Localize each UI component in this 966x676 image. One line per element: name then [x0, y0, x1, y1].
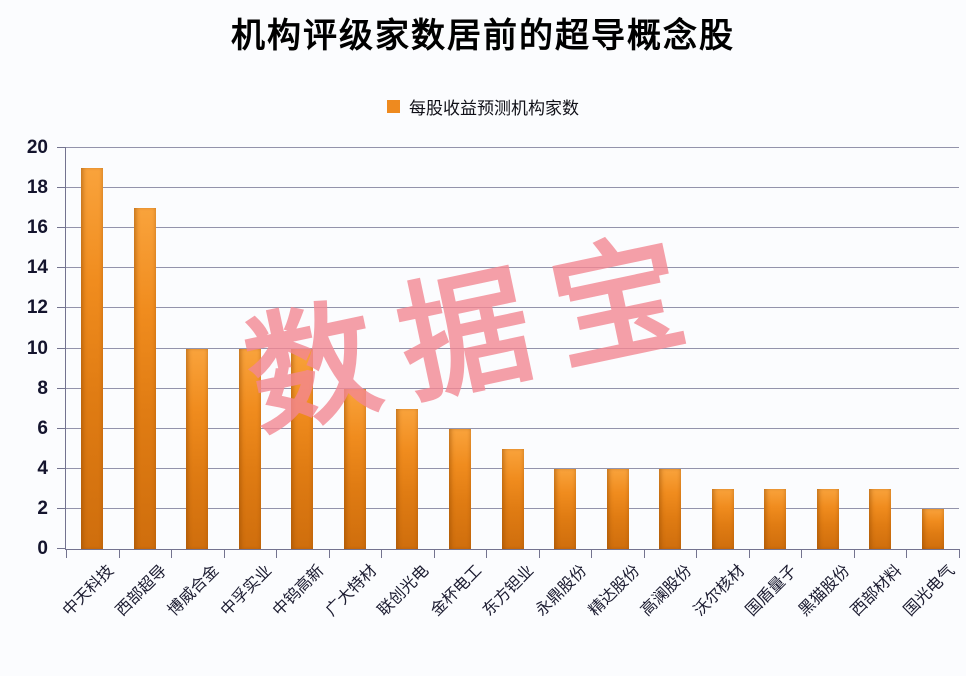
x-tick — [591, 549, 593, 558]
x-tick — [853, 549, 855, 558]
bar — [606, 468, 629, 549]
x-axis-label: 中天科技 — [60, 562, 118, 620]
bar — [501, 448, 524, 549]
bar — [764, 488, 787, 549]
bar — [396, 408, 419, 549]
x-axis-label: 东方钽业 — [480, 562, 538, 620]
bar — [448, 428, 471, 549]
x-axis-label: 西部材料 — [848, 562, 906, 620]
bar — [186, 348, 209, 549]
x-tick — [328, 549, 330, 558]
x-axis-label: 博威合金 — [165, 562, 223, 620]
x-axis-label: 中钨高新 — [270, 562, 328, 620]
x-tick — [433, 549, 435, 558]
bar — [921, 508, 944, 549]
y-tick-label: 20 — [26, 137, 48, 158]
y-tick — [57, 347, 66, 349]
y-tick-label: 16 — [26, 217, 48, 239]
x-tick — [118, 549, 120, 558]
bar — [554, 468, 577, 549]
x-axis-label: 国光电气 — [900, 562, 958, 620]
x-tick — [643, 549, 645, 558]
y-tick-label: 0 — [37, 538, 48, 559]
x-tick — [748, 549, 750, 558]
y-tick — [57, 227, 66, 229]
bar — [238, 348, 261, 549]
y-tick-label: 12 — [26, 297, 48, 319]
x-tick — [801, 549, 803, 558]
x-tick — [696, 549, 698, 558]
x-tick — [276, 549, 278, 558]
gridline — [66, 267, 959, 269]
y-tick-label: 4 — [37, 457, 48, 479]
gridline — [66, 187, 959, 189]
bar — [659, 468, 682, 549]
y-tick-label: 2 — [37, 497, 48, 519]
x-axis-labels: 中天科技 西部超导 博威合金 中孚实业 中钨高新 广大特材 联创光电 金杯电工 东方钽业 永鼎股份… — [60, 556, 958, 676]
x-axis-label: 永鼎股份 — [532, 562, 591, 620]
y-tick — [57, 467, 66, 469]
x-tick — [538, 549, 540, 558]
x-tick — [959, 549, 960, 558]
x-axis-label: 高澜股份 — [638, 562, 696, 620]
bar — [869, 488, 892, 549]
plot-area — [57, 147, 960, 558]
x-axis-label: 中孚实业 — [217, 562, 276, 620]
x-axis-label: 国盾量子 — [743, 562, 801, 620]
gridline — [66, 427, 959, 429]
gridline — [66, 227, 959, 229]
gridline — [66, 147, 959, 148]
x-axis-label: 黑猫股份 — [795, 562, 853, 620]
x-tick — [381, 549, 383, 558]
y-tick — [57, 387, 66, 389]
x-axis-label: 西部超导 — [112, 562, 171, 620]
bar — [81, 168, 104, 549]
bar — [816, 488, 839, 549]
legend: 每股收益预测机构家数 — [0, 94, 966, 119]
gridline — [66, 387, 959, 389]
x-tick — [66, 549, 67, 558]
y-tick — [57, 548, 66, 549]
gridline — [66, 307, 959, 309]
y-tick-label: 8 — [37, 377, 48, 399]
x-axis-label: 精达股份 — [585, 562, 643, 620]
bar — [343, 388, 366, 549]
y-tick — [57, 187, 66, 189]
x-tick — [906, 549, 908, 558]
y-tick — [57, 147, 66, 148]
bar — [711, 488, 734, 549]
y-tick — [57, 267, 66, 269]
y-tick — [57, 427, 66, 429]
legend-label: 每股收益预测机构家数 — [409, 99, 579, 118]
x-tick — [171, 549, 173, 558]
y-tick-label: 10 — [26, 337, 48, 359]
y-axis-labels: 0 2 4 6 8 10 12 14 16 18 20 — [0, 137, 56, 559]
legend-marker-icon — [387, 100, 400, 113]
bar — [291, 348, 314, 549]
x-axis-label: 金杯电工 — [427, 562, 486, 620]
y-tick — [57, 507, 66, 509]
y-tick-label: 6 — [37, 417, 48, 439]
x-tick — [223, 549, 225, 558]
x-axis-label: 联创光电 — [375, 562, 433, 620]
x-axis-label: 广大特材 — [322, 562, 381, 620]
x-axis-label: 沃尔核材 — [690, 562, 748, 620]
gridline — [66, 347, 959, 349]
chart-title: 机构评级家数居前的超导概念股 — [231, 17, 735, 55]
y-tick-label: 14 — [26, 257, 48, 279]
y-tick-label: 18 — [26, 177, 48, 199]
x-tick — [486, 549, 488, 558]
y-tick — [57, 307, 66, 309]
bar — [133, 208, 156, 549]
